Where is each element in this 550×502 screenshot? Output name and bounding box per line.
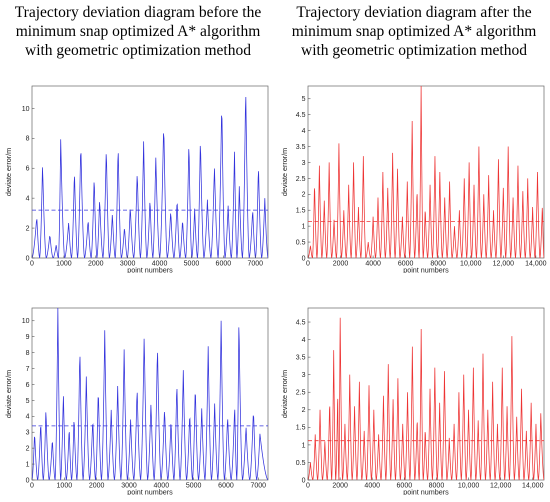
y-tick-label: 4 bbox=[302, 337, 306, 344]
y-tick-label: 6 bbox=[26, 382, 30, 389]
y-tick-label: 2 bbox=[302, 407, 306, 414]
x-axis-label: point numbers bbox=[403, 266, 449, 274]
x-tick-label: 1000 bbox=[57, 483, 73, 490]
x-tick-label: 4000 bbox=[154, 483, 170, 490]
y-tick-label: 4.5 bbox=[296, 319, 306, 326]
y-axis-label: deviate error/m bbox=[280, 370, 289, 418]
y-tick-label: 2 bbox=[26, 446, 30, 453]
y-axis-label: deviate error/m bbox=[4, 370, 13, 418]
series-line bbox=[32, 96, 268, 258]
x-tick-label: 3000 bbox=[121, 483, 137, 490]
y-tick-label: 1 bbox=[302, 442, 306, 449]
y-tick-label: 0.5 bbox=[296, 460, 306, 467]
y-tick-label: 1.5 bbox=[296, 208, 306, 215]
series-line bbox=[32, 308, 268, 480]
x-tick-label: 4000 bbox=[365, 261, 381, 268]
x-tick-label: 2000 bbox=[88, 261, 104, 268]
y-tick-label: 0 bbox=[302, 477, 306, 484]
y-axis-label: deviate error/m bbox=[280, 148, 289, 196]
y-tick-label: 7 bbox=[26, 366, 30, 373]
x-tick-label: 2000 bbox=[89, 483, 105, 490]
y-tick-label: 4.5 bbox=[296, 112, 306, 119]
y-tick-label: 0 bbox=[26, 255, 30, 262]
y-tick-label: 3 bbox=[26, 430, 30, 437]
x-tick-label: 7000 bbox=[247, 261, 263, 268]
x-tick-label: 4000 bbox=[364, 483, 380, 490]
x-tick-label: 0 bbox=[306, 483, 310, 490]
plot-frame bbox=[307, 85, 545, 259]
left-column-title: Trajectory deviation diagram before the … bbox=[14, 4, 262, 59]
x-tick-label: 3000 bbox=[120, 261, 136, 268]
y-tick-label: 2 bbox=[302, 192, 306, 199]
x-tick-label: 8000 bbox=[429, 483, 445, 490]
x-tick-label: 0 bbox=[30, 483, 34, 490]
y-tick-label: 2.5 bbox=[296, 176, 306, 183]
chart-before-top: 0 1000 2000 3000 4000 5000 6000 7000 0 2 4 6 8 10 poin… bbox=[4, 85, 269, 274]
y-tick-label: 2 bbox=[26, 225, 30, 232]
x-tick-label: 1000 bbox=[56, 261, 72, 268]
x-axis-label: point numbers bbox=[127, 488, 173, 496]
y-tick-label: 4 bbox=[26, 196, 30, 203]
chart-after-top: 0 2000 4000 6000 8000 10,000 12,000 14,000 0 0.5 1… bbox=[280, 85, 547, 274]
x-tick-label: 5000 bbox=[186, 483, 202, 490]
x-tick-label: 6000 bbox=[398, 261, 414, 268]
chart-after-bottom: 0 2000 4000 6000 8000 10,000 12,000 14,000 0 0.5 1… bbox=[280, 307, 545, 496]
y-axis-label: deviate error/m bbox=[4, 148, 13, 196]
series-line bbox=[308, 317, 544, 480]
plot-frame bbox=[307, 307, 545, 481]
y-tick-label: 1 bbox=[26, 461, 30, 468]
y-tick-label: 3.5 bbox=[296, 144, 306, 151]
y-tick-label: 4 bbox=[302, 128, 306, 135]
y-tick-label: 1 bbox=[302, 224, 306, 231]
x-tick-label: 14,000 bbox=[522, 483, 544, 490]
plot-frame bbox=[31, 307, 269, 481]
y-tick-label: 10 bbox=[22, 318, 30, 325]
y-tick-label: 5 bbox=[302, 96, 306, 103]
x-tick-label: 6000 bbox=[218, 483, 234, 490]
x-tick-label: 14,000 bbox=[525, 261, 547, 268]
x-tick-label: 0 bbox=[30, 261, 34, 268]
y-tick-label: 5 bbox=[26, 398, 30, 405]
x-tick-label: 10,000 bbox=[460, 261, 482, 268]
x-tick-label: 10,000 bbox=[458, 483, 480, 490]
y-tick-label: 8 bbox=[26, 350, 30, 357]
y-tick-label: 10 bbox=[22, 106, 30, 113]
x-axis-label: point numbers bbox=[127, 266, 173, 274]
plot-frame bbox=[31, 85, 269, 259]
x-tick-label: 6000 bbox=[216, 261, 232, 268]
x-tick-label: 8000 bbox=[430, 261, 446, 268]
x-tick-label: 12,000 bbox=[490, 483, 512, 490]
y-tick-label: 0 bbox=[302, 255, 306, 262]
x-tick-label: 5000 bbox=[184, 261, 200, 268]
x-tick-label: 2000 bbox=[333, 261, 349, 268]
y-tick-label: 4 bbox=[26, 414, 30, 421]
x-tick-label: 7000 bbox=[251, 483, 267, 490]
x-tick-label: 4000 bbox=[152, 261, 168, 268]
y-tick-label: 0.5 bbox=[296, 239, 306, 246]
x-axis-label: point numbers bbox=[403, 488, 449, 496]
series-line bbox=[308, 86, 544, 258]
y-tick-label: 2.5 bbox=[296, 390, 306, 397]
x-tick-label: 12,000 bbox=[493, 261, 515, 268]
y-tick-label: 3 bbox=[302, 372, 306, 379]
y-tick-label: 3.5 bbox=[296, 355, 306, 362]
x-tick-label: 2000 bbox=[332, 483, 348, 490]
right-column-title: Trajectory deviation diagram after the m… bbox=[291, 4, 537, 59]
y-tick-label: 0 bbox=[26, 477, 30, 484]
x-tick-label: 0 bbox=[306, 261, 310, 268]
y-tick-label: 9 bbox=[26, 334, 30, 341]
y-tick-label: 8 bbox=[26, 136, 30, 143]
y-tick-label: 6 bbox=[26, 166, 30, 173]
y-tick-label: 1.5 bbox=[296, 425, 306, 432]
x-tick-label: 6000 bbox=[397, 483, 413, 490]
y-tick-label: 3 bbox=[302, 160, 306, 167]
chart-before-bottom: 0 1000 2000 3000 4000 5000 6000 7000 0 1 2 3 4 5 6 7 8 9 1… bbox=[4, 307, 269, 496]
